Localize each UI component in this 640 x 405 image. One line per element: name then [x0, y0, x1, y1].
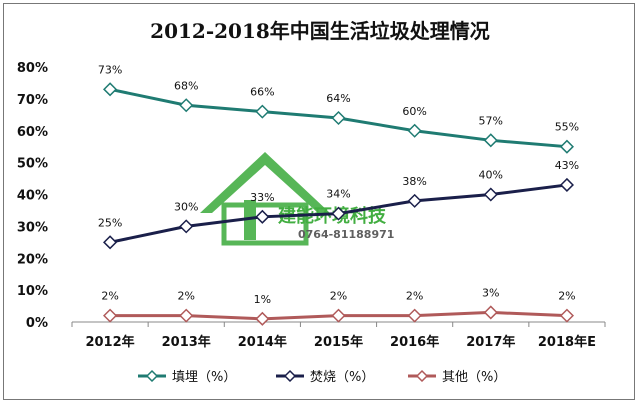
data-point-marker [103, 235, 118, 250]
legend: 填埋（%） 焚烧（%） 其他（%） [138, 369, 506, 385]
data-point-marker [179, 98, 194, 113]
data-label: 2% [330, 290, 347, 303]
data-label: 3% [482, 286, 499, 299]
data-point-marker [483, 187, 498, 202]
series-0: 73% 68% 66% 64% 60% 57% 55% [98, 63, 579, 154]
series-1: 25% 30% 33% 34% 38% 40% 43% [98, 159, 579, 250]
data-label: 33% [250, 191, 274, 204]
y-tick-label: 20% [17, 252, 48, 267]
axes: 2012年 2013年 2014年 2015年 2016年 2017年 2018年E 0% 10… [17, 61, 606, 350]
data-label: 38% [402, 175, 426, 188]
data-point-marker [103, 308, 118, 323]
data-point-marker [331, 110, 346, 126]
y-tick-label: 50% [17, 157, 48, 172]
y-tick-label: 80% [17, 61, 48, 76]
data-point-marker [483, 305, 498, 320]
legend-marker-icon [145, 369, 159, 383]
y-tick-label: 0% [26, 316, 48, 331]
data-label: 55% [555, 121, 579, 134]
data-label: 2% [406, 290, 423, 303]
data-point-marker [483, 133, 498, 148]
data-point-marker [559, 139, 574, 154]
series-2: 2% 2% 1% 2% 2% 3% 2% [101, 286, 576, 326]
data-label: 25% [98, 216, 122, 229]
data-point-marker [407, 123, 422, 138]
legend-label: 填埋（%） [172, 370, 236, 385]
data-label: 43% [555, 159, 579, 172]
data-label: 2% [177, 290, 194, 303]
house-wall-icon [221, 202, 309, 246]
legend-item-2: 其他（%） [408, 369, 506, 385]
data-point-marker [179, 219, 194, 234]
data-point-marker [255, 311, 270, 326]
data-label: 73% [98, 63, 122, 76]
series-layer: 73% 68% 66% 64% 60% 57% 55% 25% 30% 33% 34% 38% 40% 4… [98, 63, 579, 326]
data-point-marker [559, 177, 574, 192]
data-point-marker [559, 308, 574, 323]
data-label: 66% [250, 86, 274, 99]
x-tick-label: 2017年 [466, 334, 515, 350]
data-point-marker [407, 308, 422, 323]
x-tick-label: 2014年 [238, 334, 287, 350]
y-tick-label: 60% [17, 125, 48, 140]
x-tick-label: 2012年 [85, 334, 134, 350]
legend-label: 其他（%） [442, 370, 506, 385]
data-point-marker [103, 82, 118, 97]
legend-marker-icon [283, 369, 297, 383]
legend-item-0: 填埋（%） [138, 369, 236, 385]
data-point-marker [331, 308, 346, 323]
x-tick-label: 2018年E [538, 334, 596, 350]
legend-label: 焚烧（%） [310, 370, 374, 385]
data-point-marker [407, 193, 422, 208]
chart-frame [3, 3, 635, 400]
watermark-logo: 建能环境科技 0764-81188971 [200, 152, 394, 246]
data-label: 60% [402, 105, 426, 118]
y-tick-label: 30% [17, 220, 48, 235]
data-point-marker [255, 104, 270, 119]
chart-title: 2012-2018年中国生活垃圾处理情况 [150, 19, 490, 43]
data-label: 1% [254, 293, 271, 306]
data-label: 30% [174, 200, 198, 213]
x-tick-label: 2016年 [390, 334, 439, 350]
data-label: 68% [174, 79, 198, 92]
legend-item-1: 焚烧（%） [276, 369, 374, 385]
house-chimney-icon [244, 200, 256, 240]
x-tick-label: 2015年 [314, 334, 363, 350]
y-tick-label: 10% [17, 284, 48, 299]
data-point-marker [331, 206, 346, 221]
data-label: 2% [558, 290, 575, 303]
house-logo-icon [200, 152, 330, 213]
data-label: 2% [101, 290, 118, 303]
data-label: 34% [326, 188, 350, 201]
legend-marker-icon [415, 369, 429, 383]
data-point-marker [179, 308, 194, 323]
data-label: 40% [479, 169, 503, 182]
x-tick-label: 2013年 [162, 334, 211, 350]
data-label: 57% [479, 114, 503, 127]
data-point-marker [255, 209, 270, 224]
y-tick-label: 40% [17, 189, 48, 204]
data-label: 64% [326, 92, 350, 105]
watermark-phone: 0764-81188971 [298, 228, 394, 241]
y-tick-label: 70% [17, 93, 48, 108]
